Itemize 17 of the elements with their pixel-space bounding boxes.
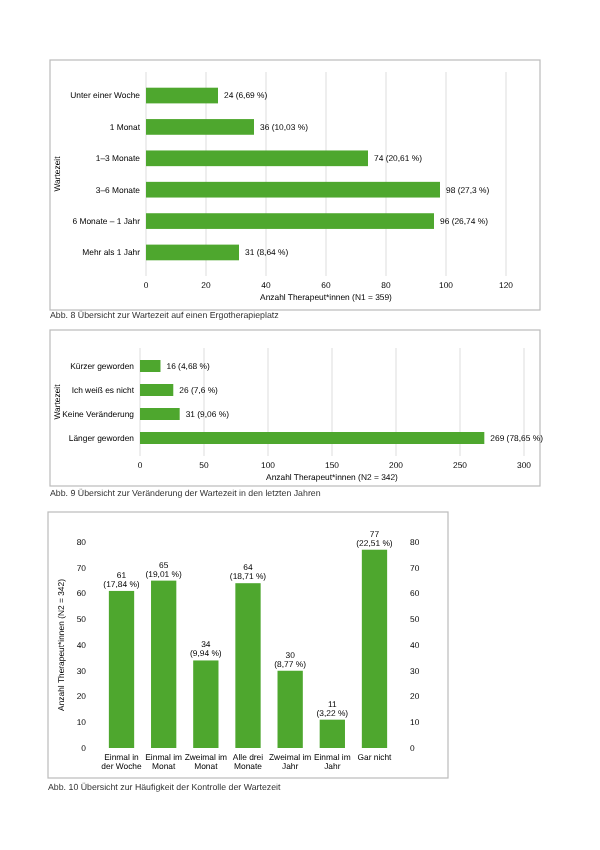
bar — [319, 719, 345, 748]
bar — [361, 549, 388, 748]
bar — [140, 432, 485, 444]
bar — [108, 590, 135, 748]
bar — [146, 119, 254, 135]
bar — [146, 150, 368, 167]
bar — [146, 244, 239, 261]
bar — [193, 660, 219, 748]
bar — [151, 580, 177, 748]
bar — [140, 360, 161, 372]
bar — [146, 213, 434, 229]
bar — [140, 408, 180, 420]
bar — [146, 87, 218, 104]
bar — [235, 583, 261, 748]
bar — [140, 384, 174, 396]
bar — [277, 670, 303, 748]
bar — [146, 181, 440, 198]
